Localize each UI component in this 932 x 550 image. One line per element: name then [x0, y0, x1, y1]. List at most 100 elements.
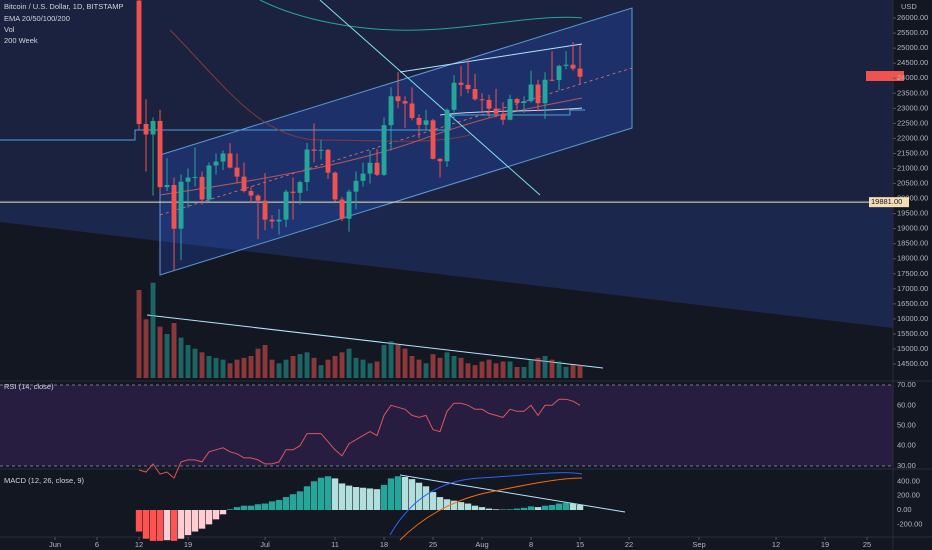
- candle-body: [570, 64, 576, 69]
- candle-body: [528, 84, 534, 102]
- candle-body: [332, 172, 338, 200]
- macd-bar: [219, 510, 227, 515]
- candle-body: [234, 167, 240, 177]
- macd-bar: [562, 502, 570, 511]
- volume-bar: [192, 348, 198, 378]
- volume-bar: [290, 356, 296, 378]
- price-label-box: [869, 197, 909, 208]
- macd-bar: [436, 497, 444, 511]
- y-tick-label: 16000.00: [897, 314, 928, 323]
- volume-bar: [283, 359, 289, 378]
- volume-bar: [339, 352, 345, 378]
- candle-body: [402, 101, 408, 104]
- candle-body: [535, 84, 541, 104]
- volume-bar: [381, 345, 387, 378]
- candle-body: [409, 103, 415, 118]
- macd-bar: [359, 487, 367, 511]
- x-tick-label: 18: [380, 540, 388, 549]
- volume-bar: [549, 359, 555, 378]
- candle-body: [458, 82, 464, 85]
- candle-body: [192, 176, 198, 178]
- volume-bar: [164, 334, 170, 378]
- macd-line: [389, 472, 583, 536]
- volume-bar: [486, 359, 492, 378]
- volume-bar: [514, 367, 520, 378]
- candle-body: [269, 219, 275, 222]
- volume-bar: [416, 359, 422, 378]
- candle-body: [542, 79, 548, 104]
- macd-bar: [184, 510, 192, 536]
- macd-bar: [268, 501, 276, 511]
- macd-bar: [142, 510, 150, 539]
- macd-bar: [415, 482, 423, 511]
- macd-bar: [205, 510, 213, 525]
- candle-body: [549, 79, 555, 81]
- trend-line: [399, 474, 626, 513]
- y-tick-label: 15500.00: [897, 329, 928, 338]
- candle-body: [178, 181, 184, 229]
- volume-bar: [206, 356, 212, 378]
- y-tick-label: 21500.00: [897, 148, 928, 157]
- y-tick-label: 19500.00: [897, 209, 928, 218]
- candle-body: [206, 165, 212, 200]
- candle-body: [297, 182, 303, 193]
- macd-bar: [226, 509, 234, 511]
- candle-body: [164, 185, 170, 188]
- y-tick-label: 24000.00: [897, 73, 928, 82]
- candle-body: [451, 82, 457, 110]
- volume-bar: [423, 363, 429, 378]
- volume-bar: [479, 361, 485, 378]
- candle-body: [185, 177, 191, 182]
- volume-bar: [374, 361, 380, 378]
- macd-bar: [310, 481, 318, 511]
- y-tick-label: 0.00: [897, 505, 912, 514]
- macd-bar: [289, 494, 297, 511]
- candle-body: [388, 96, 394, 126]
- macd-bar: [156, 510, 164, 541]
- macd-bar: [520, 507, 528, 511]
- volume-bar: [353, 357, 359, 378]
- ema-line: [259, 0, 583, 31]
- volume-bar: [521, 367, 527, 378]
- candle-body: [514, 98, 520, 103]
- macd-bar: [338, 483, 346, 511]
- y-tick-label: 22000.00: [897, 133, 928, 142]
- y-tick-label: 18500.00: [897, 239, 928, 248]
- volume-bar: [395, 345, 401, 378]
- volume-bar: [458, 357, 464, 378]
- axis-unit: USD: [901, 2, 917, 11]
- price-tag: [866, 71, 904, 81]
- candle-body: [346, 191, 352, 219]
- range-box: [0, 200, 893, 328]
- volume-bar: [577, 365, 583, 378]
- candle-body: [283, 191, 289, 220]
- candle-body: [381, 125, 387, 175]
- candle-body: [577, 68, 583, 77]
- macd-bar: [366, 488, 374, 511]
- volume-bar: [493, 363, 499, 378]
- candle-body: [143, 123, 149, 135]
- macd-bar: [527, 506, 535, 511]
- macd-bar: [163, 510, 171, 541]
- rsi-band: [0, 385, 893, 466]
- volume-bar: [199, 352, 205, 378]
- x-tick-label: Jun: [49, 540, 61, 549]
- y-tick-label: 16500.00: [897, 299, 928, 308]
- macd-bar: [135, 510, 143, 532]
- macd-bar: [429, 492, 437, 511]
- trend-line: [319, 0, 541, 196]
- volume-bar: [528, 359, 534, 378]
- volume-bar: [276, 363, 282, 378]
- macd-bar: [513, 508, 521, 511]
- macd-bar: [373, 489, 381, 511]
- volume-bar: [241, 357, 247, 378]
- macd-bar: [485, 508, 493, 511]
- candle-body: [311, 149, 317, 151]
- y-tick-label: 20000.00: [897, 194, 928, 203]
- macd-bar: [401, 476, 409, 511]
- volume-bar: [171, 323, 177, 378]
- volume-bar: [542, 356, 548, 378]
- macd-bar: [464, 503, 472, 511]
- candle-body: [276, 219, 282, 222]
